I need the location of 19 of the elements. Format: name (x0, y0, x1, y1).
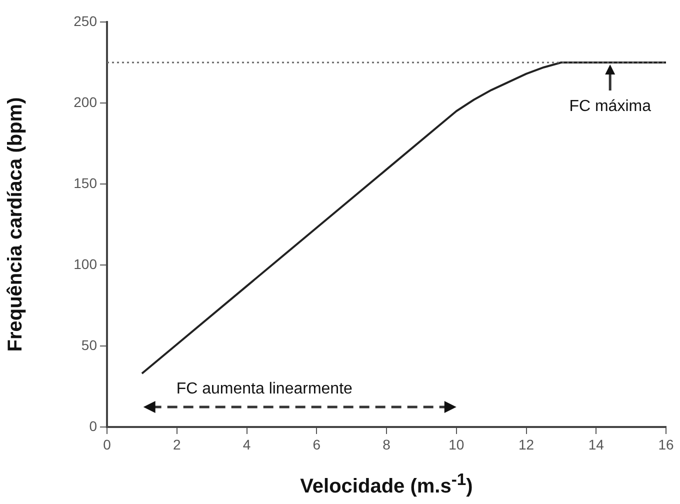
x-tick-label: 6 (312, 436, 321, 452)
x-tick-label: 10 (448, 436, 464, 452)
y-tick-label: 250 (74, 12, 98, 29)
y-tick-label: 0 (89, 418, 98, 434)
y-axis-title: Frequência cardíaca (bpm) (4, 97, 27, 352)
y-tick-label: 150 (74, 174, 98, 191)
x-tick-label: 14 (588, 436, 604, 452)
x-tick-label: 12 (518, 436, 534, 452)
y-tick-label: 200 (74, 94, 98, 110)
x-axis-title: Velocidade (m.s$^{-1}$) (299, 470, 474, 499)
x-tick-label: 0 (103, 436, 112, 452)
y-tick-label: 50 (81, 336, 98, 353)
annotation: FC aumenta linearmente (176, 380, 353, 398)
y-tick-label: 100 (74, 256, 98, 272)
annotation: FC máxima (569, 98, 652, 115)
x-tick-label: 2 (172, 436, 181, 452)
x-tick-label: 8 (382, 436, 391, 452)
x-tick-label: 4 (242, 436, 251, 452)
x-tick-label: 16 (658, 436, 674, 452)
